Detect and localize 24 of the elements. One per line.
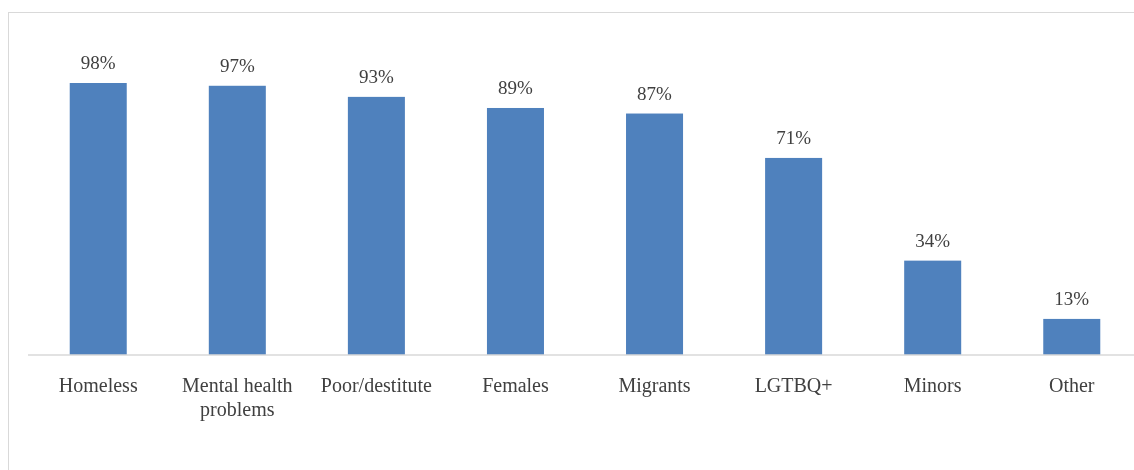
data-label: 98% [80, 52, 116, 73]
bar [626, 113, 684, 355]
data-label: 87% [637, 82, 673, 104]
x-tick-label: Migrants [618, 374, 691, 397]
x-tick-label: Other [1048, 374, 1095, 396]
x-tick-label: Minors [903, 374, 962, 396]
bar [486, 107, 544, 355]
x-tick-label: Poor/destitute [320, 374, 433, 396]
bar [347, 96, 405, 355]
bar [69, 83, 127, 355]
x-tick-label: Females [482, 374, 549, 396]
bar [765, 157, 823, 355]
bar [1043, 318, 1101, 355]
data-label: 93% [358, 65, 394, 87]
data-label: 97% [219, 54, 255, 76]
data-label: 71% [776, 126, 812, 148]
bar [904, 260, 962, 355]
x-tick-label: Homeless [58, 374, 138, 396]
data-label: 13% [1054, 287, 1090, 309]
bar [208, 85, 266, 355]
x-tick-label: Mental health problems [182, 374, 293, 421]
x-tick-label: LGTBQ+ [754, 374, 833, 396]
data-label: 89% [498, 76, 534, 98]
data-label: 34% [915, 229, 951, 251]
